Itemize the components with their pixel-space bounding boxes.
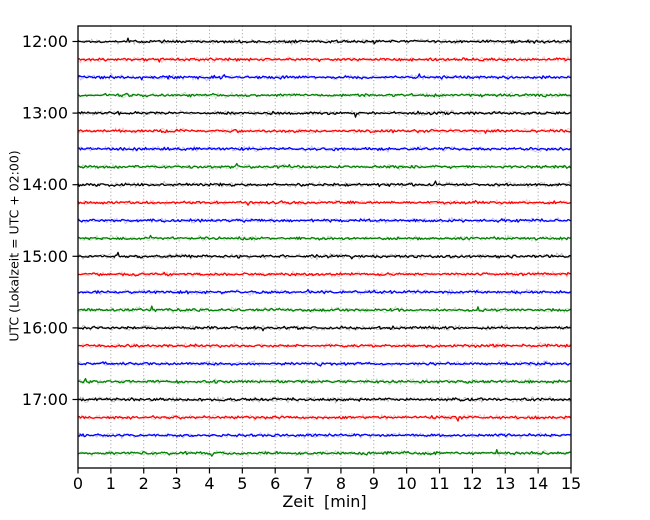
x-tick-label: 8 <box>336 474 346 493</box>
seismic-trace <box>77 361 571 367</box>
seismic-trace <box>77 218 571 223</box>
x-tick-label: 3 <box>172 474 182 493</box>
x-tick-label: 2 <box>139 474 149 493</box>
seismic-trace <box>77 343 571 349</box>
trace-fuzz <box>77 306 571 314</box>
x-tick-label: 4 <box>204 474 214 493</box>
x-tick-label: 13 <box>495 474 515 493</box>
seismic-trace <box>77 325 571 332</box>
seismic-trace <box>77 271 571 277</box>
seismic-trace <box>77 73 571 81</box>
seismic-trace <box>77 146 571 152</box>
seismic-trace <box>77 288 571 295</box>
seismic-trace <box>77 234 571 241</box>
seismic-trace <box>78 110 571 118</box>
seismic-trace <box>77 377 571 384</box>
x-tick-label: 1 <box>106 474 116 493</box>
y-tick-label: 12:00 <box>22 32 68 51</box>
x-tick-label: 14 <box>528 474 548 493</box>
x-tick-label: 6 <box>270 474 280 493</box>
seismic-trace <box>77 57 571 63</box>
seismic-trace <box>77 162 572 169</box>
y-tick-label: 13:00 <box>22 104 68 123</box>
seismic-trace <box>77 415 572 422</box>
x-tick-label: 11 <box>429 474 449 493</box>
axes-spines <box>77 25 572 469</box>
seismic-trace <box>77 433 571 438</box>
x-tick-label: 7 <box>303 474 313 493</box>
seismic-trace <box>77 37 571 45</box>
trace-fuzz <box>77 252 571 261</box>
y-tick-label: 17:00 <box>22 390 68 409</box>
seismic-trace <box>77 397 572 402</box>
y-tick-label: 14:00 <box>22 175 68 194</box>
plot-background <box>78 26 571 468</box>
x-tick-label: 10 <box>396 474 416 493</box>
seismic-trace <box>77 180 571 188</box>
x-tick-label: 0 <box>73 474 83 493</box>
seismic-trace <box>77 92 571 98</box>
trace-fuzz <box>77 413 571 422</box>
trace-fuzz <box>77 199 571 207</box>
y-tick-label: 15:00 <box>22 247 68 266</box>
seismic-trace <box>77 128 571 134</box>
seismic-trace <box>77 305 571 313</box>
y-tick-label: 16:00 <box>22 318 68 337</box>
seismic-trace <box>77 448 571 457</box>
x-tick-label: 12 <box>462 474 482 493</box>
seismic-trace <box>77 199 571 206</box>
x-tick-label: 5 <box>237 474 247 493</box>
y-axis-label: UTC (Lokalzeit = UTC + 02:00) <box>6 150 22 342</box>
x-tick-label: 15 <box>561 474 581 493</box>
x-axis-label: Zeit [min] <box>282 492 367 511</box>
x-tick-label: 9 <box>369 474 379 493</box>
seismic-trace <box>77 251 571 260</box>
